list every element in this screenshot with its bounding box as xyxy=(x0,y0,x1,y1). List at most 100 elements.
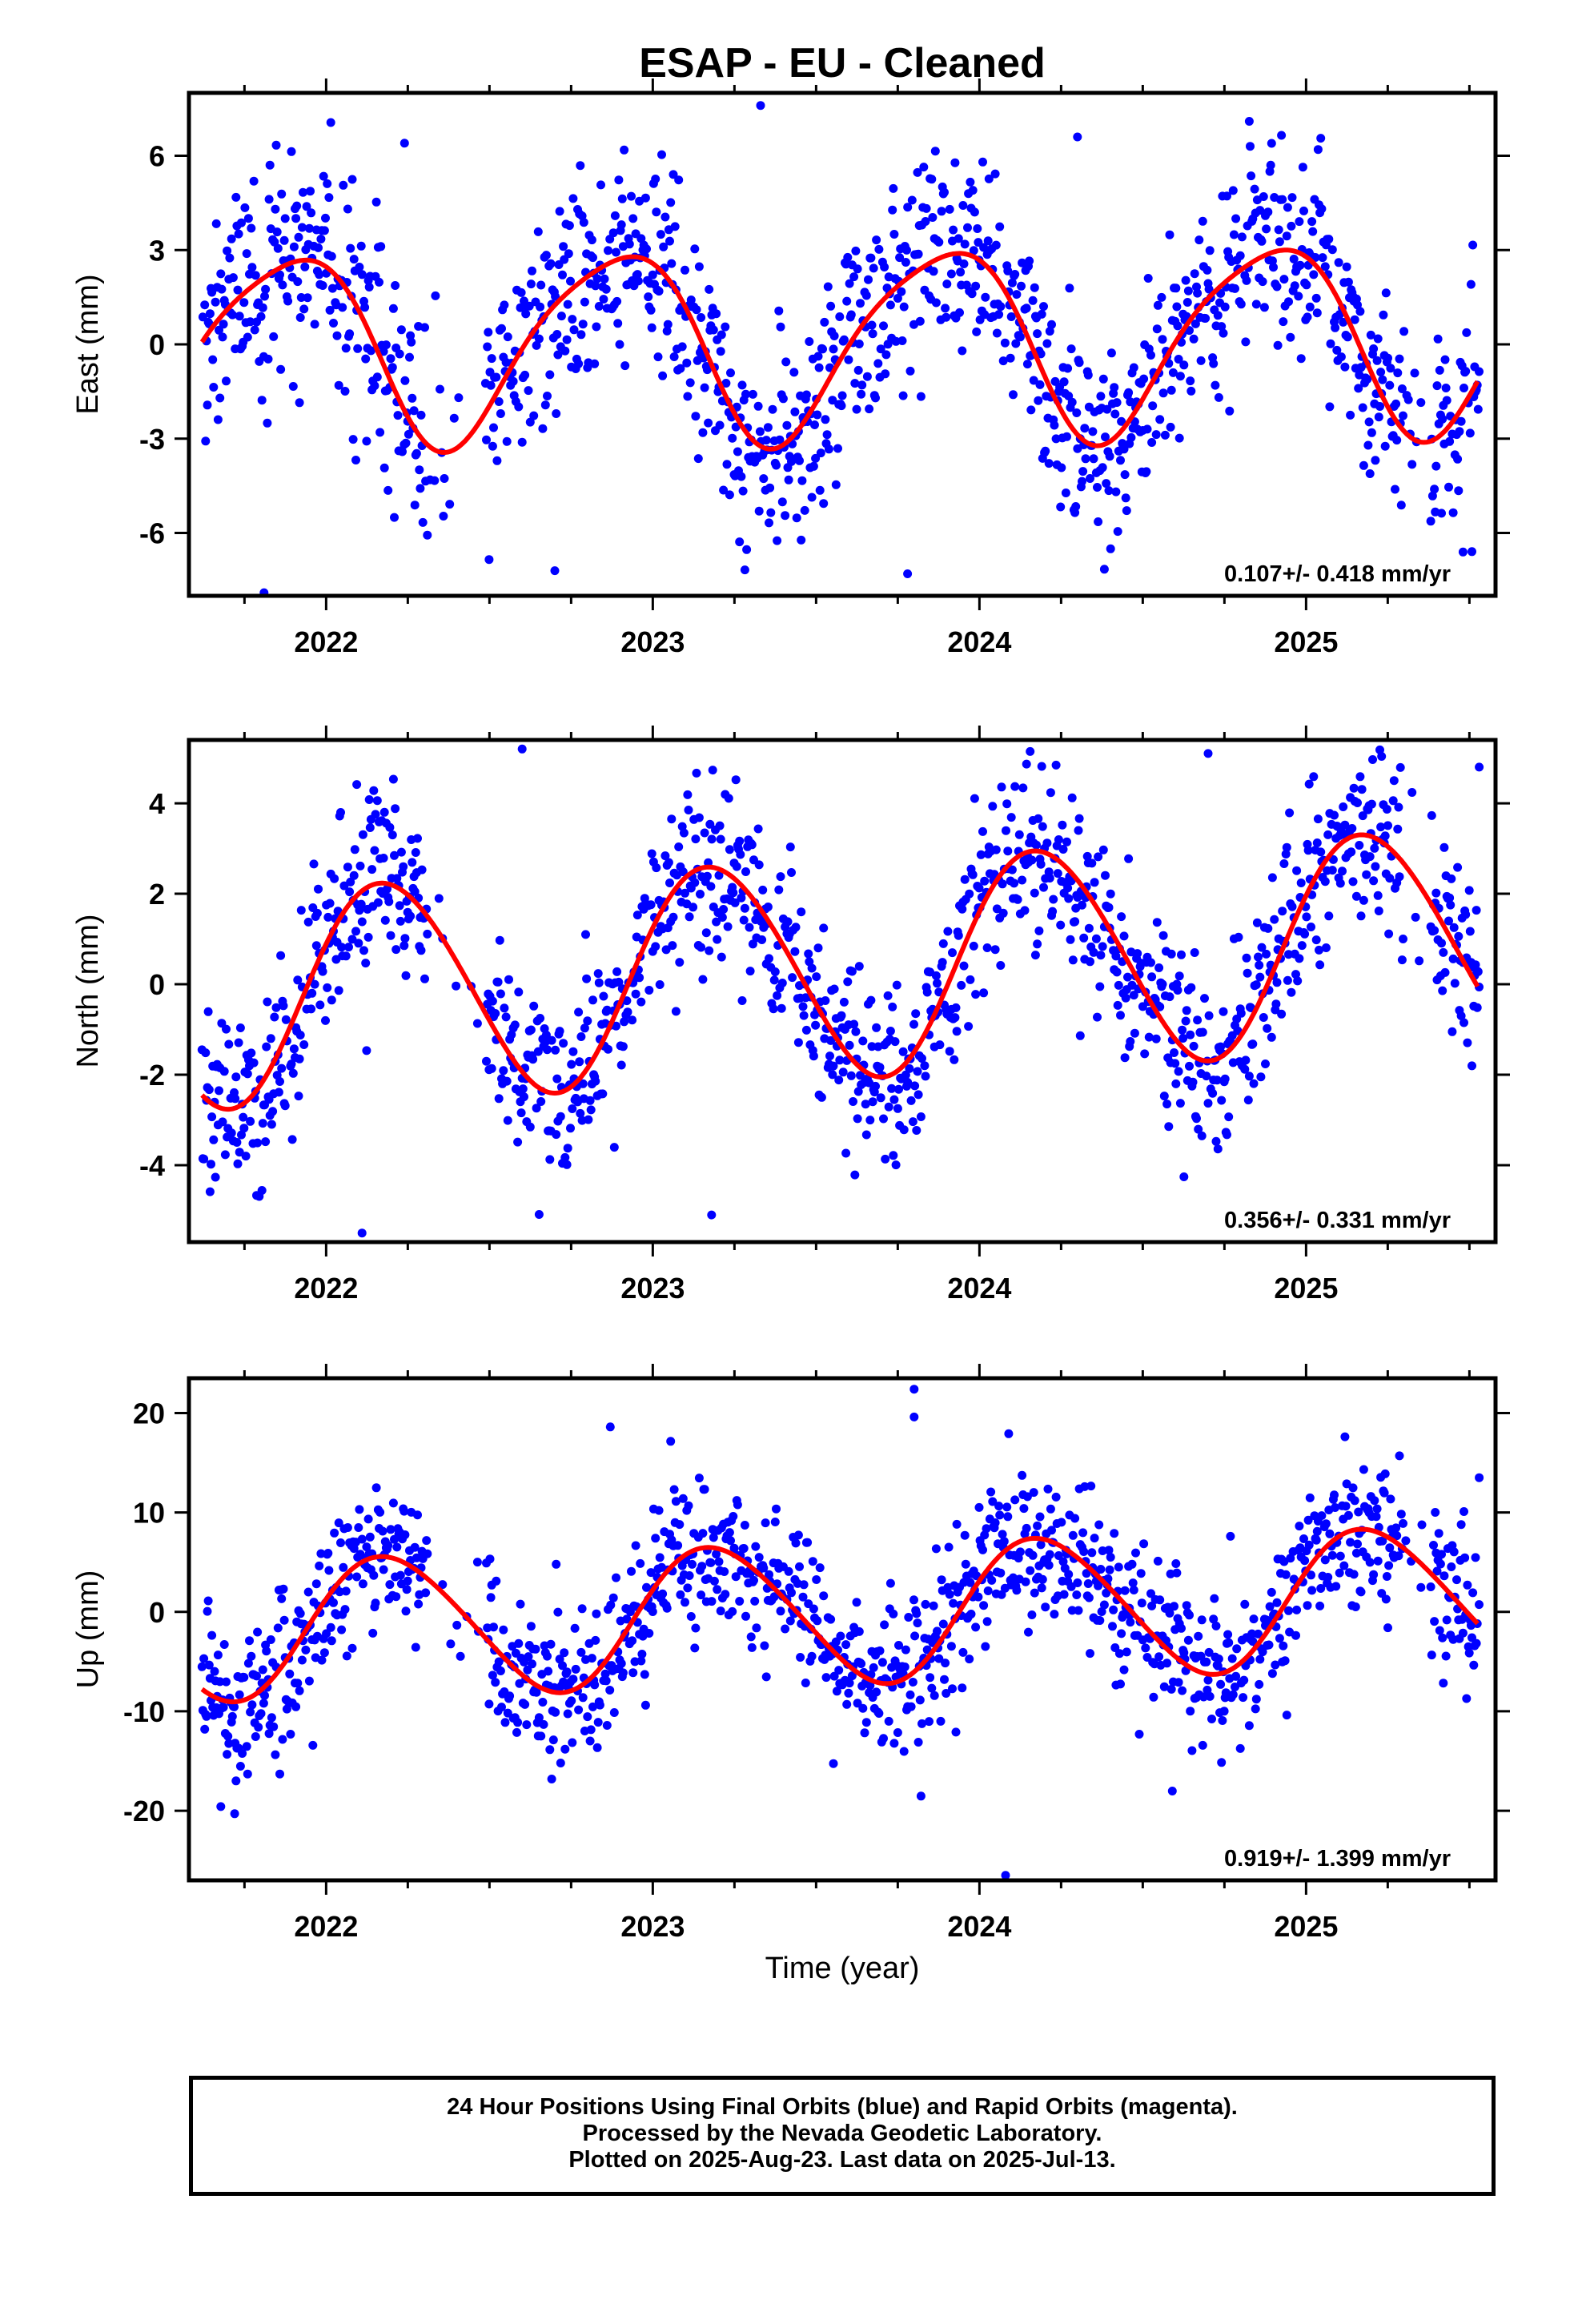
data-point xyxy=(1182,1601,1191,1610)
data-point xyxy=(604,1044,612,1054)
data-point xyxy=(871,393,880,403)
data-point xyxy=(715,420,725,430)
data-point xyxy=(1059,1590,1069,1599)
data-point xyxy=(849,1097,857,1106)
data-point xyxy=(1122,1647,1131,1657)
data-point xyxy=(1219,328,1228,338)
data-point xyxy=(405,352,414,362)
data-point xyxy=(1093,483,1102,492)
data-point xyxy=(599,295,608,304)
data-point xyxy=(709,1576,719,1586)
data-point xyxy=(235,1762,245,1771)
data-point xyxy=(1444,916,1453,926)
data-point xyxy=(1004,1429,1014,1438)
data-point xyxy=(1191,319,1200,328)
data-point xyxy=(234,1038,243,1047)
data-point xyxy=(233,285,243,295)
data-point xyxy=(984,174,994,183)
data-point xyxy=(247,1651,256,1661)
data-point xyxy=(205,1187,215,1196)
data-point xyxy=(774,885,784,895)
data-point xyxy=(1379,1488,1389,1498)
data-point xyxy=(531,1644,540,1654)
data-point xyxy=(1137,1598,1146,1608)
data-point xyxy=(1279,317,1288,327)
data-point xyxy=(499,1066,508,1076)
data-point xyxy=(1037,309,1046,319)
data-point xyxy=(712,309,721,319)
data-point xyxy=(307,1004,316,1014)
data-point xyxy=(889,1095,899,1104)
data-point xyxy=(228,273,238,283)
data-point xyxy=(239,298,249,308)
y-tick-label: 2 xyxy=(149,878,165,911)
data-point xyxy=(792,513,801,523)
data-point xyxy=(1399,327,1409,336)
data-point xyxy=(1158,335,1167,344)
data-point xyxy=(756,101,765,111)
data-point xyxy=(651,942,661,951)
data-point xyxy=(1239,1675,1249,1685)
data-point xyxy=(857,389,866,399)
x-tick-label: 2023 xyxy=(620,1910,685,1943)
data-point xyxy=(1277,1009,1287,1019)
data-point xyxy=(423,530,432,540)
data-point xyxy=(772,460,781,470)
data-point xyxy=(1193,288,1203,298)
data-point xyxy=(576,1032,586,1041)
data-point xyxy=(825,1051,834,1061)
data-point xyxy=(906,1096,916,1105)
data-point xyxy=(873,359,883,368)
data-point xyxy=(1170,1602,1178,1611)
data-point xyxy=(1448,954,1458,963)
data-point xyxy=(1038,822,1047,831)
data-point xyxy=(839,997,849,1007)
data-point xyxy=(1388,796,1398,806)
data-point xyxy=(1174,1067,1183,1076)
data-point xyxy=(1202,1072,1211,1081)
data-point xyxy=(379,854,388,862)
data-point xyxy=(1316,847,1326,857)
data-point xyxy=(814,363,824,372)
data-point xyxy=(363,932,373,942)
data-point xyxy=(751,1542,761,1551)
data-point xyxy=(852,1598,861,1607)
data-point xyxy=(677,342,687,352)
data-point xyxy=(574,1007,584,1017)
data-point xyxy=(1292,866,1302,875)
data-point xyxy=(1196,356,1206,365)
data-point xyxy=(1439,842,1449,852)
data-point xyxy=(737,893,746,903)
data-point xyxy=(899,1747,909,1756)
data-point xyxy=(1251,980,1261,990)
data-point xyxy=(1182,1006,1191,1015)
data-point xyxy=(875,1646,885,1655)
data-point xyxy=(1287,193,1297,203)
data-point xyxy=(1117,1629,1126,1638)
data-point xyxy=(547,1775,556,1783)
data-point xyxy=(845,1040,854,1050)
data-point xyxy=(951,1003,961,1012)
data-point xyxy=(1373,1556,1383,1566)
data-point xyxy=(238,1749,247,1758)
data-point xyxy=(1368,755,1377,764)
data-point xyxy=(606,1600,616,1610)
data-point xyxy=(246,1707,255,1717)
data-point xyxy=(1214,1655,1223,1663)
data-point xyxy=(279,1001,288,1011)
data-point xyxy=(289,242,299,251)
data-point xyxy=(522,1720,532,1730)
data-point xyxy=(1263,1023,1272,1033)
data-point xyxy=(907,195,917,205)
data-point xyxy=(227,310,237,320)
data-point xyxy=(978,1545,987,1554)
data-point xyxy=(296,293,306,302)
data-point xyxy=(773,536,782,545)
data-point xyxy=(1384,1561,1394,1570)
data-point xyxy=(510,1020,520,1030)
data-point xyxy=(982,1524,991,1534)
data-point xyxy=(1173,321,1182,331)
data-point xyxy=(689,903,698,912)
data-point xyxy=(921,203,931,213)
data-point xyxy=(862,372,872,381)
